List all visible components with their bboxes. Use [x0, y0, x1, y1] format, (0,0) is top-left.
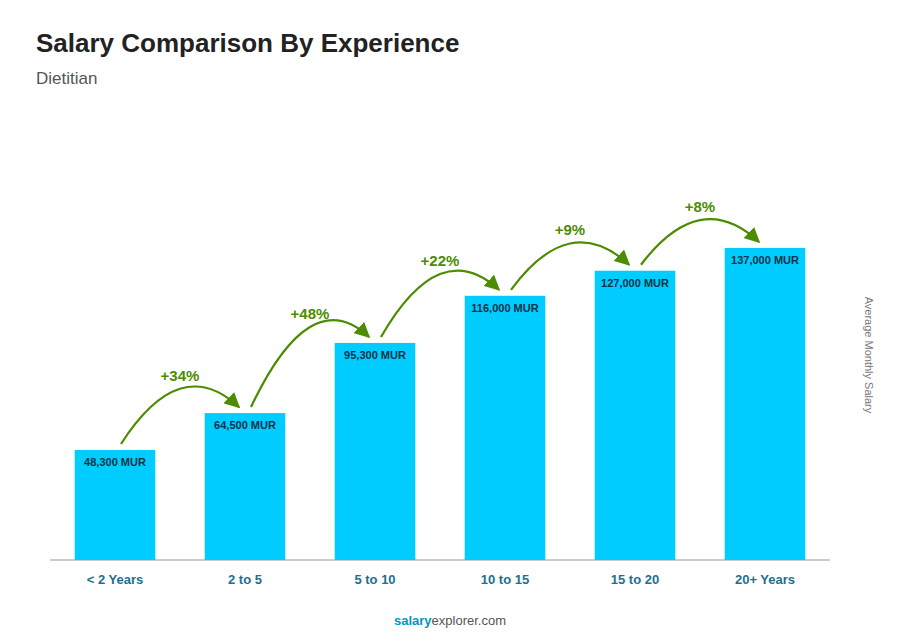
change-arrow	[251, 320, 369, 407]
annotation: +8%	[685, 198, 715, 215]
title: Salary Comparison By Experience	[36, 28, 459, 58]
data-label: 64,500 MUR	[214, 419, 276, 431]
data-label: 95,300 MUR	[344, 349, 406, 361]
bar	[465, 296, 546, 560]
category-label: < 2 Years	[87, 572, 144, 587]
data-label: 116,000 MUR	[471, 302, 538, 314]
category-label: 20+ Years	[735, 572, 795, 587]
bar	[205, 413, 286, 560]
data-label: 137,000 MUR	[731, 254, 799, 266]
subtitle: Dietitian	[36, 69, 97, 88]
annotation: +34%	[161, 367, 200, 384]
watermark: salaryexplorer.com	[394, 613, 506, 628]
category-label: 10 to 15	[481, 572, 529, 587]
bar	[725, 248, 806, 560]
change-arrow	[121, 386, 239, 443]
change-arrow	[381, 271, 499, 337]
chart: Salary Comparison By Experience Dietitian…	[0, 0, 900, 641]
data-label: 48,300 MUR	[84, 456, 146, 468]
annotation: +9%	[555, 221, 585, 238]
x-axis-line	[50, 560, 830, 561]
watermark-part: salary	[394, 613, 432, 628]
annotation: +48%	[291, 305, 330, 322]
annotation: +22%	[421, 252, 460, 269]
bar	[595, 271, 676, 560]
y-axis-label: Average Monthly Salary	[863, 297, 875, 414]
bar	[335, 343, 416, 560]
watermark-part: explorer.com	[432, 613, 506, 628]
bar	[75, 450, 156, 560]
change-arrow	[511, 242, 629, 289]
category-label: 5 to 10	[354, 572, 395, 587]
change-arrow	[641, 219, 759, 265]
category-label: 15 to 20	[611, 572, 659, 587]
bars	[75, 248, 806, 560]
data-label: 127,000 MUR	[601, 277, 669, 289]
category-label: 2 to 5	[228, 572, 262, 587]
